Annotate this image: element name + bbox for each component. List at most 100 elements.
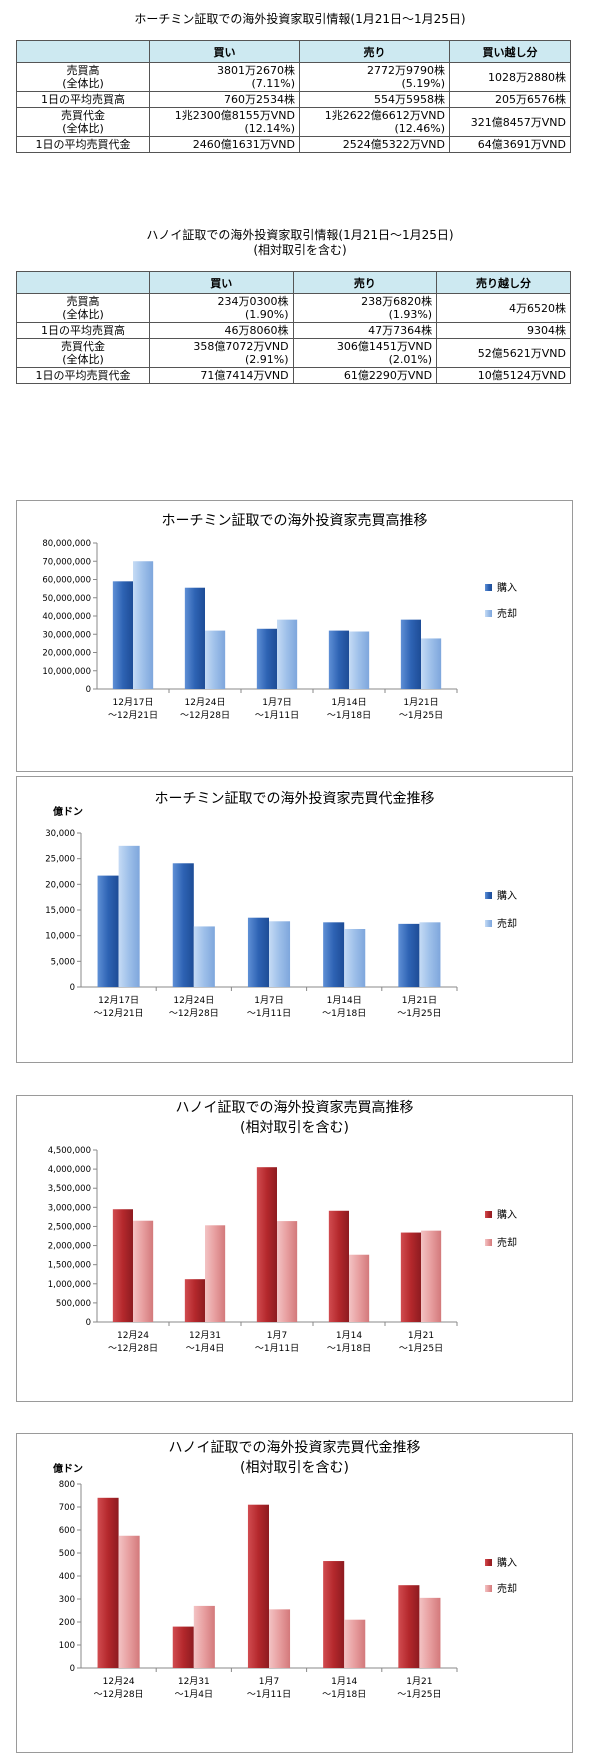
bar-buy: [328, 1210, 349, 1322]
bar-buy: [172, 1626, 194, 1668]
hn-table-title-line1: ハノイ証取での海外投資家取引情報(1月21日～1月25日): [146, 228, 454, 242]
row-label-line: (全体比): [62, 122, 104, 135]
bar-buy: [112, 581, 133, 689]
x-tick-label: 1月14日: [327, 995, 362, 1006]
bar-buy: [247, 917, 269, 987]
hcm-volume-chart-svg: ホーチミン証取での海外投資家売買高推移 0 10,000,000 20,000,000…: [42, 512, 517, 721]
x-tick-label: 12月24: [103, 1676, 135, 1687]
x-tick-label: 1月7日: [262, 697, 291, 708]
y-tick-label: 0: [86, 1318, 91, 1328]
bar-sell: [269, 1609, 291, 1668]
x-tick-label: ～1月4日: [175, 1689, 213, 1700]
legend-label: 売却: [497, 607, 517, 620]
buy-cell-line: 760万2534株: [224, 93, 295, 106]
sell-cell: 61億2290万VND: [292, 367, 438, 384]
bar-sell: [344, 928, 366, 987]
legend-label: 購入: [497, 581, 517, 594]
chart-title: (相対取引を含む): [240, 1460, 349, 1476]
buy-cell-line: (12.14%): [244, 122, 295, 135]
buy-cell: 760万2534株: [149, 91, 300, 108]
legend-swatch: [485, 1585, 492, 1592]
bar-buy: [328, 630, 349, 689]
y-tick-label: 5,000: [51, 957, 75, 967]
x-tick-label: 12月31: [189, 1330, 221, 1341]
y-tick-label: 60,000,000: [42, 576, 91, 586]
y-tick-label: 200: [59, 1618, 75, 1628]
row-label: 売買高 (全体比): [16, 62, 150, 92]
x-tick-label: 1月14: [336, 1330, 362, 1341]
buy-cell-line: 234万0300株: [217, 295, 289, 308]
x-tick-label: 1月21: [408, 1330, 434, 1341]
sell-cell: 2772万9790株 (5.19%): [299, 62, 450, 92]
x-tick-label: 1月7: [259, 1676, 279, 1687]
buy-cell-line: (2.91%): [245, 353, 289, 366]
buy-cell-line: 3801万2670株: [217, 64, 295, 77]
bar-sell: [344, 1619, 366, 1668]
row-label-line: 売買高: [66, 295, 100, 308]
y-tick-label: 0: [70, 1664, 75, 1674]
bar-sell: [349, 631, 370, 689]
bar-sell: [133, 1220, 154, 1322]
bar-buy: [400, 619, 421, 689]
bar-sell: [118, 845, 140, 987]
y-tick-label: 500,000: [56, 1299, 91, 1309]
net-cell-line: 52億5621万VND: [477, 346, 566, 360]
x-tick-label: 1月21: [406, 1676, 432, 1687]
hn-table-title: ハノイ証取での海外投資家取引情報(1月21日～1月25日) (相対取引を含む): [0, 228, 600, 258]
sell-cell: 47万7364株: [292, 322, 438, 339]
header-net: 買い越し分: [449, 40, 571, 63]
row-label-line: (全体比): [62, 308, 104, 321]
legend-label: 購入: [497, 1556, 517, 1569]
header-sell: 売り: [299, 40, 450, 63]
sell-cell-line: 1兆2622億6612万VND: [324, 109, 445, 122]
x-tick-label: ～1月11日: [247, 1689, 291, 1700]
header-buy: 買い: [149, 271, 294, 294]
x-tick-label: ～12月28日: [169, 1008, 219, 1019]
legend-swatch: [485, 1211, 492, 1218]
sell-cell: 306億1451万VND (2.01%): [292, 338, 438, 368]
net-cell-line: 4万6520株: [509, 301, 566, 315]
hn-value-chart: ハノイ証取での海外投資家売買代金推移 (相対取引を含む) 億ドン 0 100 200 300…: [16, 1433, 573, 1753]
sell-cell-line: 306億1451万VND: [336, 340, 433, 353]
y-tick-label: 20,000: [45, 880, 75, 890]
hcm-value-chart: ホーチミン証取での海外投資家売買代金推移 億ドン 0 5,000 10,000 15,00…: [16, 776, 573, 1063]
row-label-line: 1日の平均売買代金: [35, 138, 131, 151]
row-label: 売買代金 (全体比): [16, 338, 150, 368]
y-tick-label: 25,000: [45, 855, 75, 865]
chart-title: ホーチミン証取での海外投資家売買高推移: [162, 512, 428, 529]
x-tick-label: ～1月18日: [322, 1008, 366, 1019]
hn-volume-chart-svg: ハノイ証取での海外投資家売買高推移 (相対取引を含む) 0 500,000 1,000,…: [48, 1099, 517, 1354]
bar-buy: [172, 863, 194, 987]
legend-swatch: [485, 1239, 492, 1246]
legend-swatch: [485, 1559, 492, 1566]
bar-buy: [256, 628, 277, 689]
y-tick-label: 0: [70, 983, 75, 993]
table-row: 1日の平均売買代金 2460億1631万VND 2524億5322万VND 64億36…: [16, 136, 571, 153]
net-cell: 4万6520株: [436, 293, 571, 323]
hcm-trading-table: 買い 売り 買い越し分 売買高 (全体比) 3801万2670株 (7.11%) 277…: [16, 40, 571, 153]
sell-cell: 554万5958株: [299, 91, 450, 108]
buy-cell: 2460億1631万VND: [149, 136, 300, 153]
table-row: 1日の平均売買高 46万8060株 47万7364株 9304株: [16, 322, 571, 339]
sell-cell-line: 2772万9790株: [367, 64, 445, 77]
x-tick-label: ～12月21日: [94, 1008, 144, 1019]
x-tick-label: ～12月28日: [94, 1689, 144, 1700]
x-tick-label: ～1月25日: [399, 710, 443, 721]
legend-label: 売却: [497, 1236, 517, 1249]
bar-sell: [421, 1230, 442, 1322]
x-tick-label: 1月14: [331, 1676, 357, 1687]
y-tick-label: 4,000,000: [48, 1165, 91, 1175]
x-tick-label: 12月31: [178, 1676, 210, 1687]
buy-cell-line: 71億7414万VND: [200, 369, 289, 382]
row-label-line: 1日の平均売買高: [41, 93, 125, 106]
sell-cell: 2524億5322万VND: [299, 136, 450, 153]
legend-swatch: [485, 610, 492, 617]
legend-swatch: [485, 584, 492, 591]
bar-sell: [419, 1597, 441, 1668]
net-cell: 52億5621万VND: [436, 338, 571, 368]
y-tick-label: 70,000,000: [42, 557, 91, 567]
table-row: 売買高 (全体比) 3801万2670株 (7.11%) 2772万9790株 (5.19…: [16, 62, 571, 92]
bar-buy: [184, 587, 205, 689]
bar-sell: [419, 922, 441, 987]
